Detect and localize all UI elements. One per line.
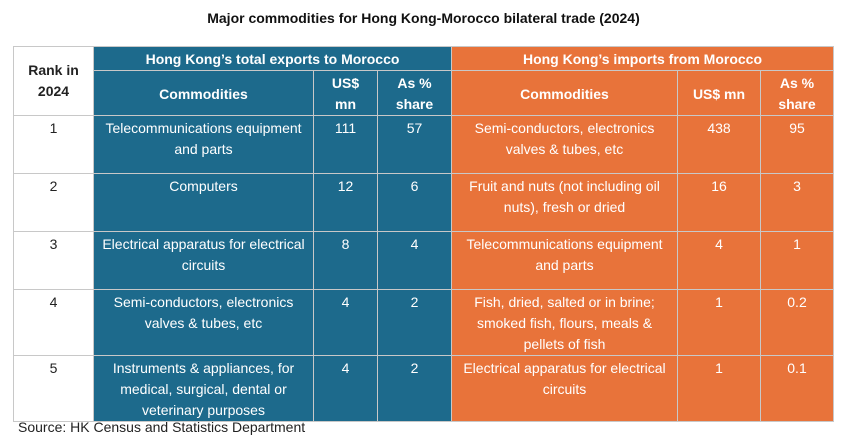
rank-cell: 5 [13, 355, 94, 422]
source: Source: HK Census and Statistics Departm… [18, 419, 306, 435]
value-cell: 1 [677, 355, 761, 422]
commodity-cell: Telecommunications equipment and parts [451, 231, 678, 290]
rank-cell: 3 [13, 231, 94, 290]
value-cell: 4 [377, 231, 452, 290]
value-cell: 1 [677, 289, 761, 356]
commodity-cell: Semi-conductors, electronics valves & tu… [451, 115, 678, 174]
commodity-cell: Semi-conductors, electronics valves & tu… [93, 289, 314, 356]
value-cell: 111 [313, 115, 378, 174]
rank-cell: 2 [13, 173, 94, 232]
value-cell: 8 [313, 231, 378, 290]
commodity-cell: Fish, dried, salted or in brine; smoked … [451, 289, 678, 356]
commodity-cell: Electrical apparatus for electrical circ… [451, 355, 678, 422]
column-header: Commodities [93, 70, 314, 116]
commodity-cell: Instruments & appliances, for medical, s… [93, 355, 314, 422]
value-cell: 95 [760, 115, 834, 174]
value-cell: 1 [760, 231, 834, 290]
column-header: US$ mn [677, 70, 761, 116]
commodity-cell: Fruit and nuts (not including oil nuts),… [451, 173, 678, 232]
value-cell: 0.1 [760, 355, 834, 422]
commodity-cell: Computers [93, 173, 314, 232]
column-header: As % share [760, 70, 834, 116]
value-cell: 57 [377, 115, 452, 174]
group-header: Hong Kong’s total exports to Morocco [93, 46, 452, 71]
value-cell: 6 [377, 173, 452, 232]
title: Major commodities for Hong Kong-Morocco … [207, 10, 640, 26]
trade-table: Rank in 2024 Hong Kong’s total exports t… [13, 46, 834, 422]
value-cell: 0.2 [760, 289, 834, 356]
group-header: Hong Kong’s imports from Morocco [451, 46, 834, 71]
rank-cell: 4 [13, 289, 94, 356]
column-header: US$ mn [313, 70, 378, 116]
rank-header: Rank in 2024 [13, 46, 94, 116]
value-cell: 438 [677, 115, 761, 174]
value-cell: 4 [313, 355, 378, 422]
column-header: As % share [377, 70, 452, 116]
value-cell: 12 [313, 173, 378, 232]
commodity-cell: Telecommunications equipment and parts [93, 115, 314, 174]
rank-cell: 1 [13, 115, 94, 174]
value-cell: 3 [760, 173, 834, 232]
value-cell: 16 [677, 173, 761, 232]
column-header: Commodities [451, 70, 678, 116]
value-cell: 2 [377, 355, 452, 422]
value-cell: 2 [377, 289, 452, 356]
value-cell: 4 [313, 289, 378, 356]
value-cell: 4 [677, 231, 761, 290]
commodity-cell: Electrical apparatus for electrical circ… [93, 231, 314, 290]
